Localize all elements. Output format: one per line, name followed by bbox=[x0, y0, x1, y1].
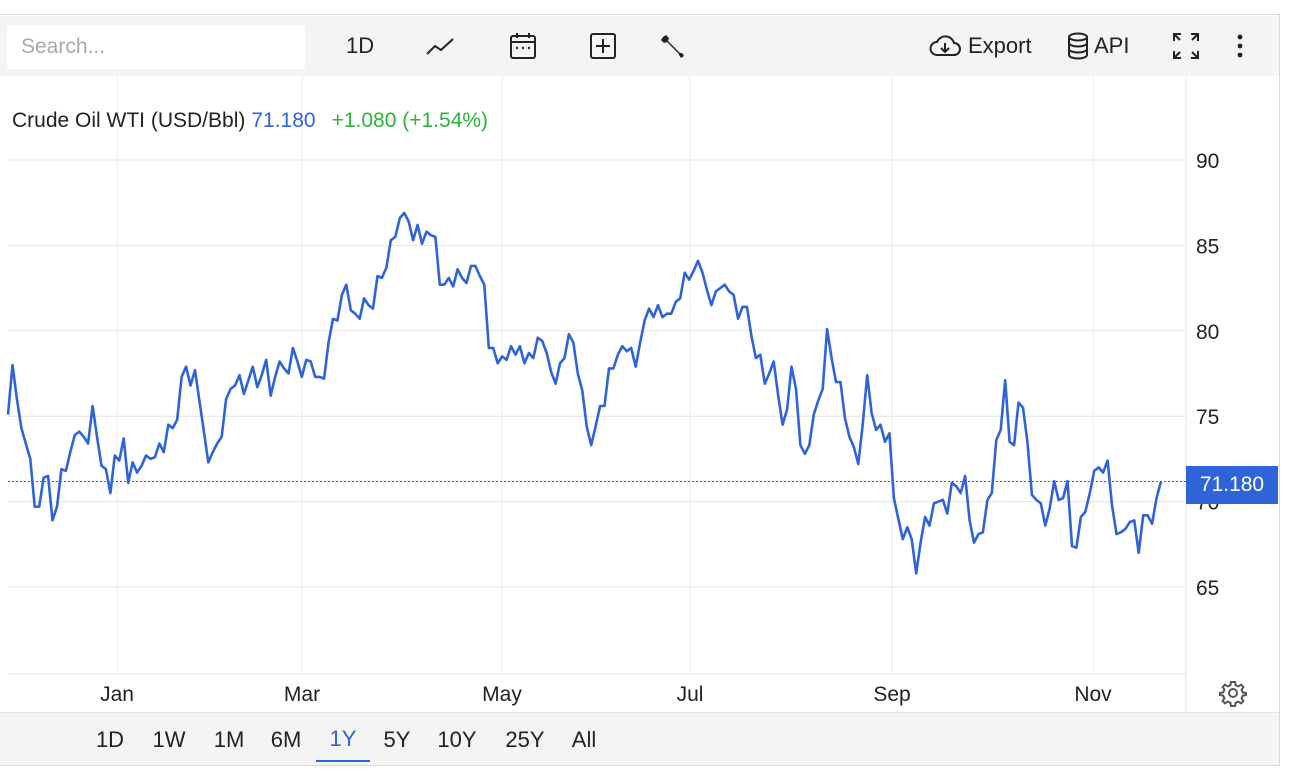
export-label: Export bbox=[968, 33, 1032, 58]
price-change: +1.080 (+1.54%) bbox=[331, 109, 489, 132]
add-indicator-icon bbox=[590, 33, 616, 59]
x-tick-label: Mar bbox=[284, 683, 320, 706]
chart-type-button[interactable] bbox=[425, 30, 457, 62]
range-button-all[interactable]: All bbox=[571, 727, 597, 752]
calendar-icon bbox=[510, 33, 536, 59]
x-tick-label: May bbox=[482, 683, 522, 706]
last-price: 71.180 bbox=[251, 109, 316, 132]
wrench-icon bbox=[661, 35, 684, 58]
fullscreen-button[interactable] bbox=[1171, 30, 1201, 62]
range-button-1m[interactable]: 1M bbox=[213, 727, 245, 752]
price-series-line bbox=[6, 211, 1163, 575]
search-input[interactable] bbox=[7, 25, 305, 69]
more-vertical-icon bbox=[1237, 34, 1243, 58]
x-tick-label: Jan bbox=[100, 683, 134, 706]
range-button-1d[interactable]: 1D bbox=[95, 727, 125, 752]
interval-button[interactable]: 1D bbox=[346, 30, 374, 62]
line-chart-icon bbox=[426, 38, 454, 55]
range-button-6m[interactable]: 6M bbox=[270, 727, 302, 752]
x-tick-label: Sep bbox=[873, 683, 910, 706]
range-button-1y[interactable]: 1Y bbox=[316, 718, 370, 762]
cloud-download-icon bbox=[929, 35, 961, 56]
chart-widget-frame bbox=[0, 14, 1280, 766]
range-button-5y[interactable]: 5Y bbox=[383, 727, 411, 752]
database-icon bbox=[1068, 32, 1088, 60]
export-button[interactable]: Export bbox=[928, 30, 1032, 62]
y-tick-label: 65 bbox=[1196, 577, 1219, 600]
x-tick-label: Nov bbox=[1074, 683, 1112, 706]
range-button-10y[interactable]: 10Y bbox=[437, 727, 477, 752]
settings-tools-button[interactable] bbox=[658, 30, 686, 62]
x-tick-label: Jul bbox=[677, 683, 704, 706]
y-tick-label: 75 bbox=[1196, 406, 1219, 429]
gear-icon[interactable] bbox=[1219, 679, 1247, 707]
range-button-1w[interactable]: 1W bbox=[152, 727, 186, 752]
quote-header: Crude Oil WTI (USD/Bbl) 71.180 +1.080 (+1.… bbox=[12, 109, 488, 133]
api-label: API bbox=[1094, 33, 1130, 58]
y-tick-label: 85 bbox=[1196, 235, 1219, 258]
range-selector-bar bbox=[0, 712, 1279, 765]
y-tick-label: 90 bbox=[1196, 150, 1219, 173]
api-button[interactable]: API bbox=[1067, 30, 1129, 62]
fullscreen-icon bbox=[1173, 33, 1199, 59]
range-button-25y[interactable]: 25Y bbox=[505, 727, 545, 752]
instrument-name: Crude Oil WTI (USD/Bbl) bbox=[12, 109, 246, 132]
date-range-button[interactable] bbox=[508, 30, 538, 62]
more-menu-button[interactable] bbox=[1232, 30, 1248, 62]
add-indicator-button[interactable] bbox=[589, 30, 617, 62]
last-price-tag: 71.180 bbox=[1186, 466, 1278, 504]
interval-label: 1D bbox=[346, 33, 375, 58]
y-tick-label: 80 bbox=[1196, 321, 1219, 344]
